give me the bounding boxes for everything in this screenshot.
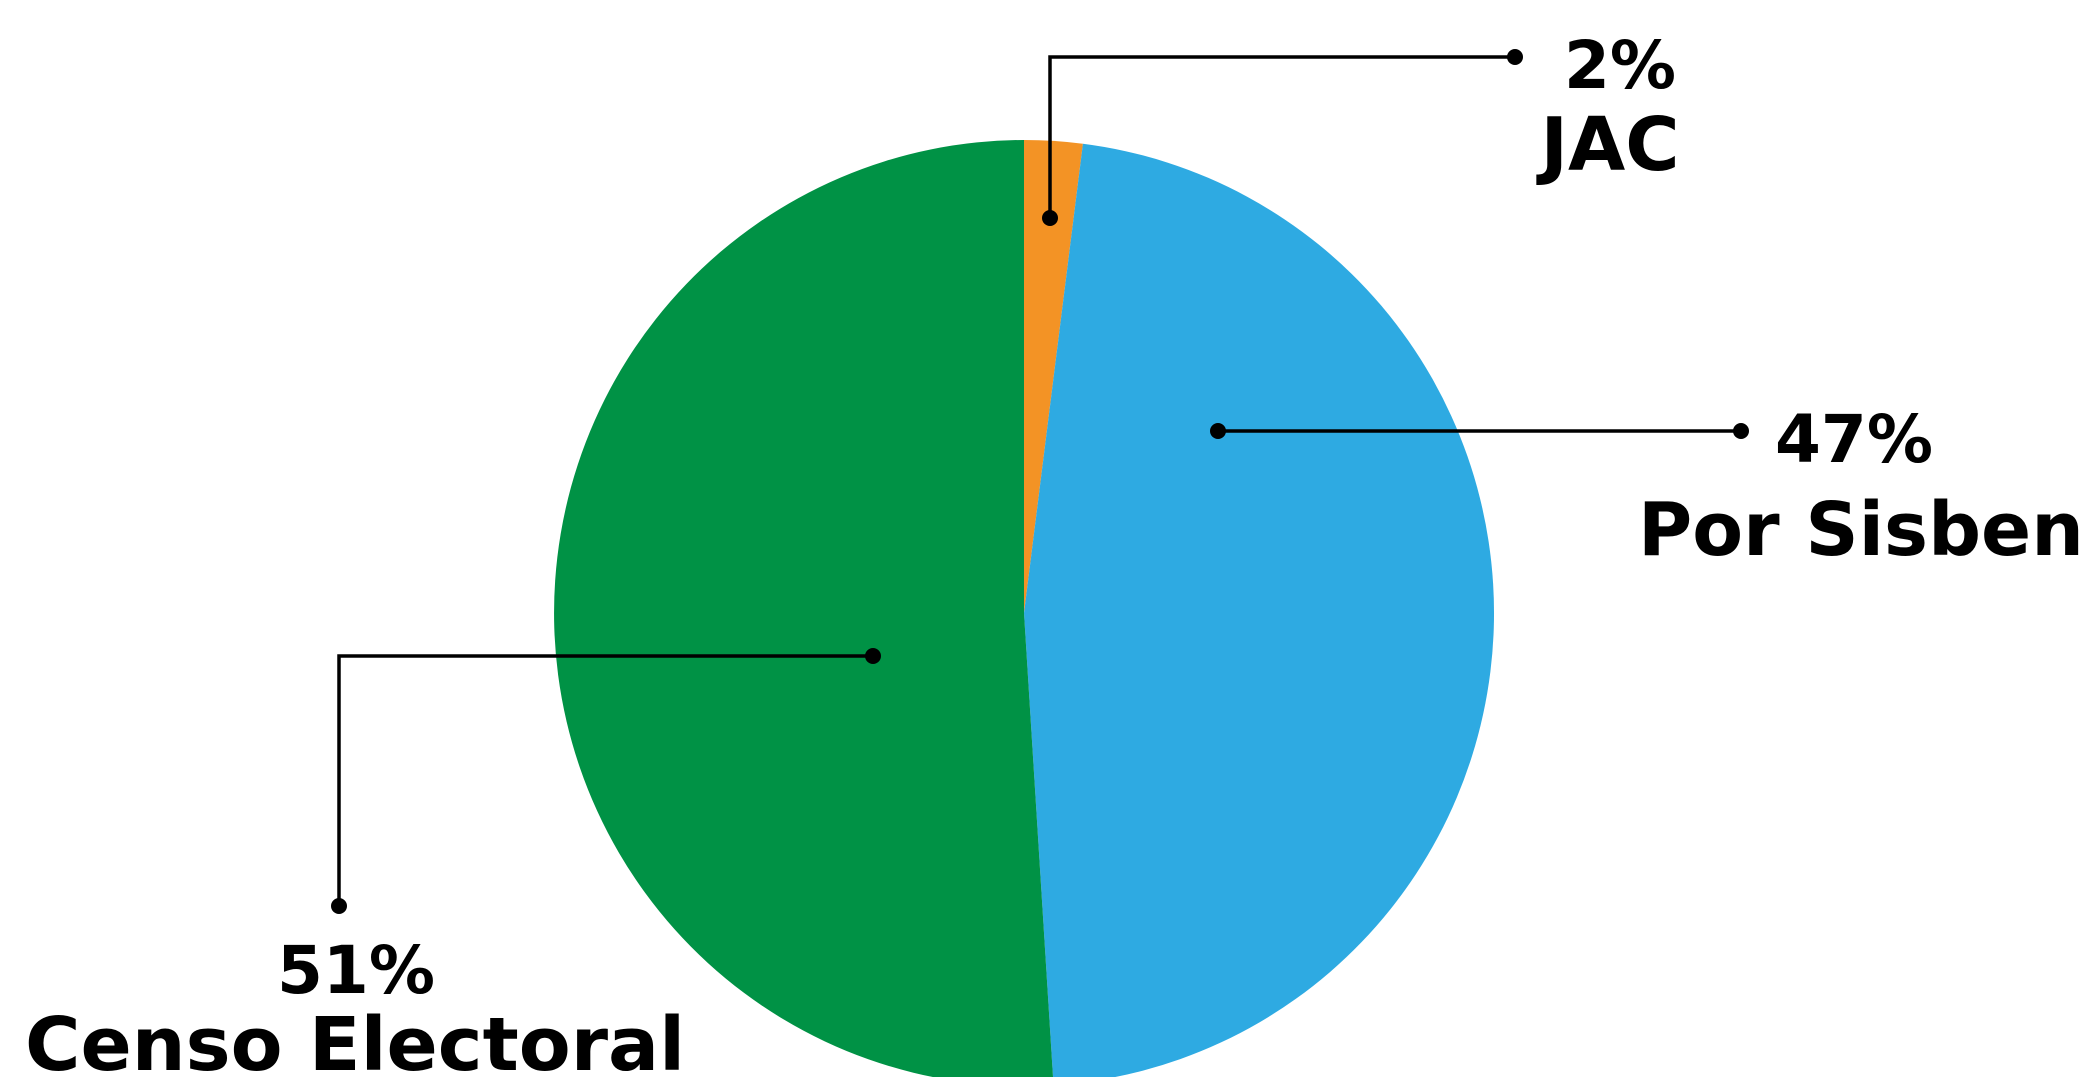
pie-slice-censo-electoral [554,140,1054,1077]
slice-label-censo-electoral: Censo Electoral [25,1002,685,1077]
slice-label-por-sisben: Por Sisben [1638,487,2084,573]
leader-dot-jac-end [1507,49,1523,65]
leader-line-censo-electoral [337,654,873,906]
slice-percent-jac: 2% [1564,27,1676,104]
pie-slice-por-sisben [1024,143,1495,1077]
slice-label-jac: JAC [1535,102,1679,188]
leader-dot-por-sisben-start [1210,423,1226,439]
slice-percent-por-sisben: 47% [1775,401,1933,478]
pie-slice-jac [1024,140,1083,613]
slice-percent-censo-electoral: 51% [277,932,435,1009]
leader-dot-censo-electoral-end [331,898,347,914]
leader-dot-censo-electoral-start [865,648,881,664]
leader-dot-jac-start [1042,210,1058,226]
leader-line-jac [1048,55,1515,218]
leader-dot-por-sisben-end [1733,423,1749,439]
pie-slices [554,140,1495,1077]
